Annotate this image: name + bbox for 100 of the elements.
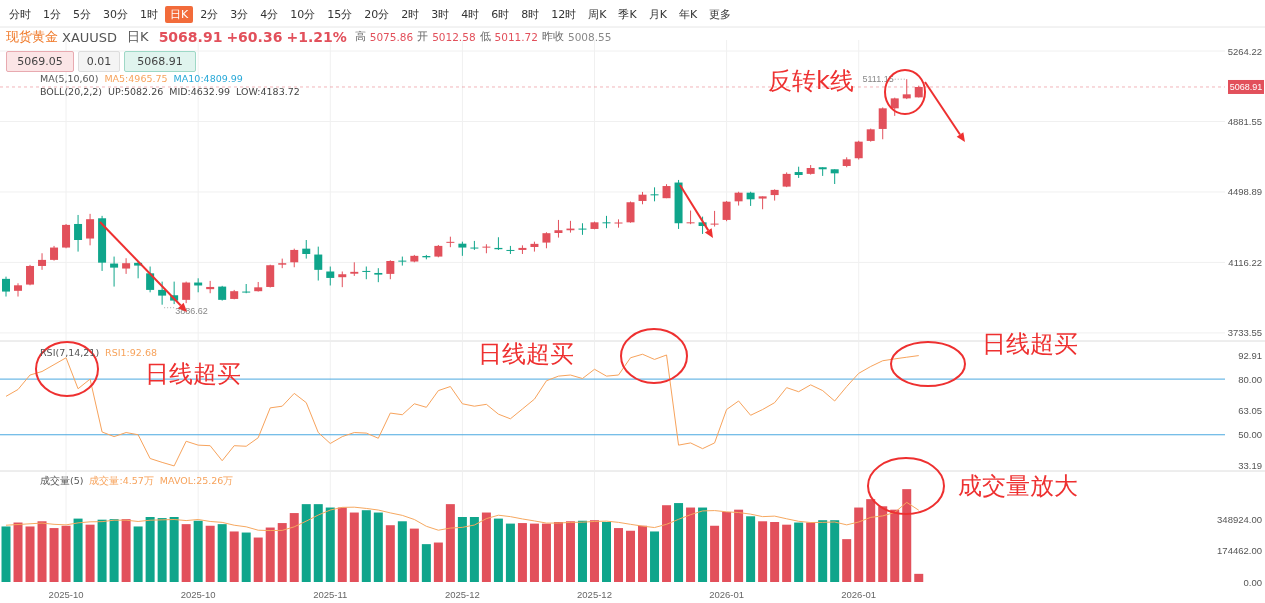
- bar: [505, 523, 515, 582]
- annotation: 高: [354, 30, 366, 44]
- bar: [854, 507, 864, 582]
- annotation: 昨收: [541, 30, 564, 44]
- bar: [97, 519, 107, 582]
- bar: [614, 528, 624, 582]
- bar: [577, 520, 587, 582]
- bar: [794, 522, 804, 582]
- text: 日K: [165, 5, 194, 23]
- bar: [758, 521, 768, 582]
- bar: [445, 504, 455, 582]
- bar: [121, 519, 131, 582]
- annotation: 5011.72: [494, 31, 538, 43]
- text: 15分: [326, 6, 354, 23]
- annotation: 日K: [127, 28, 149, 46]
- bar: [349, 512, 359, 582]
- candlestick: [602, 215, 611, 229]
- bar: [457, 517, 467, 582]
- annotation: 反转k线: [768, 67, 854, 95]
- bar: [37, 521, 47, 582]
- annotation: MA5:4965.75: [104, 73, 168, 84]
- annotation: 5068.91: [158, 29, 223, 45]
- x-tick-label: 2025-11: [313, 589, 348, 600]
- bar: [313, 504, 323, 582]
- y-tick-label: 0.00: [1243, 576, 1262, 588]
- text: 分时: [8, 6, 32, 23]
- annotation: 低: [479, 30, 491, 44]
- candlestick: [158, 281, 167, 306]
- bar: [770, 522, 780, 582]
- bar: [337, 507, 347, 582]
- text: 3分: [229, 6, 250, 23]
- candlestick: [146, 266, 155, 293]
- bar: [241, 532, 251, 582]
- bar: [638, 525, 648, 582]
- bar: [902, 489, 912, 582]
- bar: [818, 520, 828, 582]
- bar: [133, 526, 143, 582]
- line-series: [5, 501, 920, 532]
- bar: [373, 512, 383, 582]
- x-tick-label: 2026-01: [841, 589, 877, 600]
- bar: [698, 507, 708, 582]
- candlestick: [386, 259, 395, 280]
- bar: [1, 526, 11, 582]
- bar: [265, 527, 275, 582]
- bar: [517, 523, 527, 582]
- annotation: +1.21%: [286, 29, 347, 45]
- bar: [830, 520, 840, 582]
- annotation: LOW:4183.72: [236, 86, 300, 97]
- annotation: RSI1:92.68: [105, 346, 157, 358]
- candlestick: [578, 222, 587, 236]
- candlestick: [14, 282, 23, 298]
- bar: [325, 507, 335, 582]
- annotation: +60.36: [226, 29, 283, 45]
- y-tick-label: 348924.00: [1217, 514, 1262, 526]
- bar: [229, 531, 239, 582]
- candlestick: [722, 200, 731, 222]
- text: 2时: [400, 6, 421, 23]
- candlestick: [878, 106, 887, 140]
- annotation: 成交量:4.57万: [89, 474, 154, 488]
- text: 1分: [42, 6, 62, 23]
- y-tick-label: 5264.22: [1227, 45, 1262, 57]
- text: 3时: [430, 6, 451, 23]
- bar: [650, 531, 660, 582]
- y-tick-label: 50.00: [1238, 429, 1262, 441]
- bar: [746, 516, 756, 582]
- annotation: 日线超买: [478, 340, 574, 368]
- y-tick-label: 63.05: [1238, 405, 1262, 417]
- y-tick-label: 174462.00: [1217, 545, 1262, 557]
- bar: [674, 503, 684, 582]
- bar: [734, 509, 744, 582]
- bar: [289, 513, 299, 582]
- bar: [914, 573, 924, 582]
- bar: [217, 524, 227, 582]
- annotation: BOLL(20,2,2): [40, 86, 103, 97]
- bar: [157, 518, 167, 582]
- bar: [565, 521, 575, 582]
- bar: [49, 528, 59, 582]
- x-tick-label: 2026-01: [709, 589, 745, 600]
- bar: [541, 523, 551, 582]
- y-tick-label: 33.19: [1238, 460, 1262, 472]
- bar: [878, 506, 888, 582]
- bar: [806, 522, 816, 582]
- bar: [361, 510, 371, 582]
- text: 10分: [289, 6, 317, 23]
- candlestick: [74, 214, 83, 253]
- bar: [73, 518, 83, 582]
- bar: [842, 539, 852, 582]
- annotation: 0.01: [78, 50, 120, 72]
- annotation: MAVOL:25.26万: [159, 474, 234, 488]
- bar: [385, 525, 395, 582]
- text: 年K: [677, 6, 699, 23]
- bar: [722, 512, 732, 582]
- bar: [25, 526, 35, 582]
- annotation: 5008.55: [567, 31, 612, 43]
- y-tick-label: 4116.22: [1228, 256, 1262, 268]
- text: 5分: [72, 6, 92, 23]
- y-tick-label: 4881.55: [1227, 115, 1262, 127]
- candlestick: [62, 223, 71, 249]
- x-tick-label: 2025-10: [180, 589, 216, 600]
- bar: [145, 517, 155, 582]
